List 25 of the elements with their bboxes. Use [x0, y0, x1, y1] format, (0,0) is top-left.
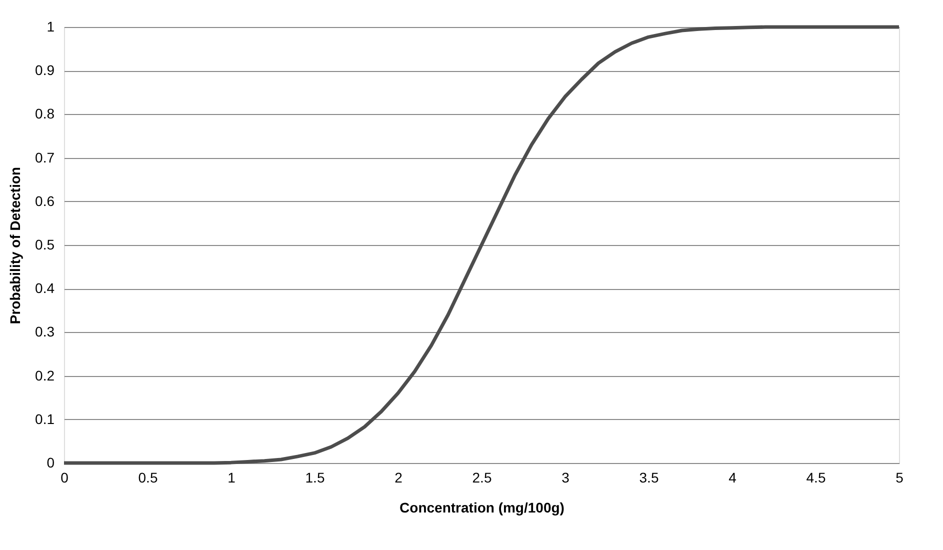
x-tick-label: 4.5	[806, 470, 826, 486]
x-tick-label: 1.5	[305, 470, 325, 486]
x-tick-label: 4	[728, 470, 737, 486]
y-tick-label: 0.2	[35, 367, 55, 384]
x-tick-label: 5	[896, 470, 904, 486]
x-axis-title: Concentration (mg/100g)	[400, 500, 564, 516]
x-tick-label: 2	[394, 470, 403, 486]
x-tick-label: 1	[228, 470, 236, 486]
y-tick-label: 0.3	[35, 324, 55, 340]
x-tick-label: 0	[60, 470, 69, 486]
y-tick-label: 0	[46, 454, 55, 470]
y-tick-label: 0.7	[35, 149, 55, 166]
line-series	[62, 25, 901, 465]
y-tick-label: 0.8	[35, 106, 55, 122]
y-tick-label: 0.4	[35, 280, 55, 296]
x-tick-label: 0.5	[138, 470, 158, 486]
x-tick-label: 3.5	[639, 470, 659, 486]
y-tick-label: 1	[46, 18, 55, 34]
y-tick-label: 0.9	[35, 62, 55, 78]
x-tick-label: 2.5	[472, 470, 492, 486]
x-tick-label: 3	[562, 470, 570, 486]
y-tick-label: 0.1	[35, 410, 55, 427]
y-tick-label: 0.5	[35, 236, 55, 252]
y-tick-label: 0.6	[35, 192, 55, 209]
y-axis-title: Probability of Detection	[7, 166, 24, 324]
